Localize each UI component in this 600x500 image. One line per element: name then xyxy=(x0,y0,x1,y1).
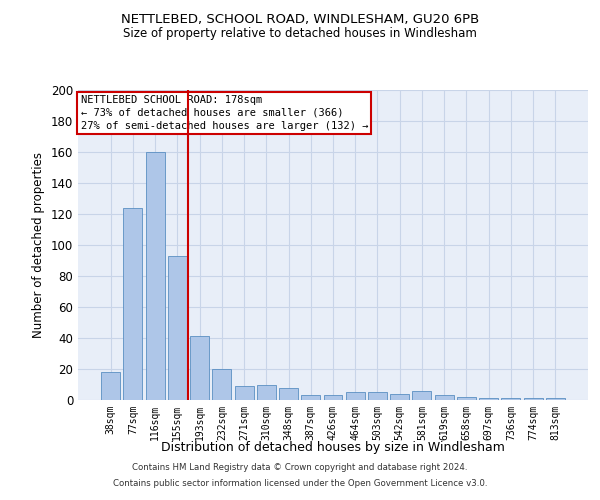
Text: Contains HM Land Registry data © Crown copyright and database right 2024.: Contains HM Land Registry data © Crown c… xyxy=(132,464,468,472)
Text: NETTLEBED, SCHOOL ROAD, WINDLESHAM, GU20 6PB: NETTLEBED, SCHOOL ROAD, WINDLESHAM, GU20… xyxy=(121,12,479,26)
Bar xyxy=(546,398,565,400)
Bar xyxy=(457,397,476,400)
Text: Size of property relative to detached houses in Windlesham: Size of property relative to detached ho… xyxy=(123,28,477,40)
Bar xyxy=(390,394,409,400)
Text: Distribution of detached houses by size in Windlesham: Distribution of detached houses by size … xyxy=(161,441,505,454)
Bar xyxy=(212,369,231,400)
Bar xyxy=(524,398,542,400)
Bar xyxy=(101,372,120,400)
Bar xyxy=(168,256,187,400)
Bar xyxy=(435,396,454,400)
Bar xyxy=(301,396,320,400)
Bar xyxy=(146,152,164,400)
Bar xyxy=(346,392,365,400)
Bar xyxy=(323,396,343,400)
Bar xyxy=(124,208,142,400)
Y-axis label: Number of detached properties: Number of detached properties xyxy=(32,152,45,338)
Text: Contains public sector information licensed under the Open Government Licence v3: Contains public sector information licen… xyxy=(113,478,487,488)
Bar xyxy=(257,384,276,400)
Bar xyxy=(479,398,498,400)
Bar xyxy=(235,386,254,400)
Bar xyxy=(279,388,298,400)
Text: NETTLEBED SCHOOL ROAD: 178sqm
← 73% of detached houses are smaller (366)
27% of : NETTLEBED SCHOOL ROAD: 178sqm ← 73% of d… xyxy=(80,94,368,131)
Bar xyxy=(412,390,431,400)
Bar xyxy=(502,398,520,400)
Bar xyxy=(190,336,209,400)
Bar xyxy=(368,392,387,400)
